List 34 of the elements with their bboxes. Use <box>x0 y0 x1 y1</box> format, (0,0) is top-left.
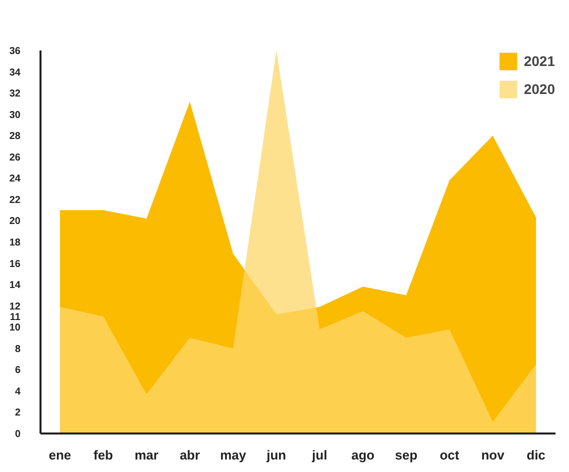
y-tick-label: 26 <box>9 152 21 164</box>
y-tick-label: 4 <box>14 386 21 398</box>
y-tick-label: 18 <box>9 238 21 248</box>
legend-label: 2021 <box>524 53 555 69</box>
y-tick-label: 28 <box>9 131 21 142</box>
y-tick-label: 10 <box>9 322 21 334</box>
x-tick-label: abr <box>180 448 200 462</box>
y-tick-label: 20 <box>9 216 21 228</box>
y-tick-label: 12 <box>9 301 21 312</box>
y-tick-label: 30 <box>9 110 21 121</box>
x-tick-label: ene <box>48 448 72 462</box>
y-tick-label: 24 <box>9 174 21 185</box>
x-tick-label: jun <box>266 448 286 462</box>
y-tick-label: 16 <box>9 258 21 270</box>
x-tick-label: nov <box>481 448 506 462</box>
y-tick-label: 6 <box>14 365 21 376</box>
x-tick-label: ago <box>351 448 375 462</box>
x-tick-label: dic <box>526 448 546 462</box>
y-tick-label: 2 <box>14 408 21 419</box>
x-tick-label: mar <box>134 448 158 462</box>
legend-label: 2020 <box>524 81 555 97</box>
y-tick-label: 11 <box>10 312 21 323</box>
y-tick-label: 34 <box>9 67 21 78</box>
y-tick-label: 36 <box>9 46 21 57</box>
y-tick-label: 14 <box>9 280 21 292</box>
y-tick-label: 22 <box>9 194 21 206</box>
y-tick-label: 32 <box>9 88 21 100</box>
x-tick-label: may <box>220 448 247 462</box>
x-tick-label: feb <box>94 448 114 462</box>
x-tick-label: sep <box>394 448 418 462</box>
x-tick-label: oct <box>440 448 460 462</box>
x-tick-label: jul <box>311 448 328 462</box>
y-tick-label: 8 <box>14 344 21 355</box>
y-tick-label: 0 <box>14 429 21 440</box>
